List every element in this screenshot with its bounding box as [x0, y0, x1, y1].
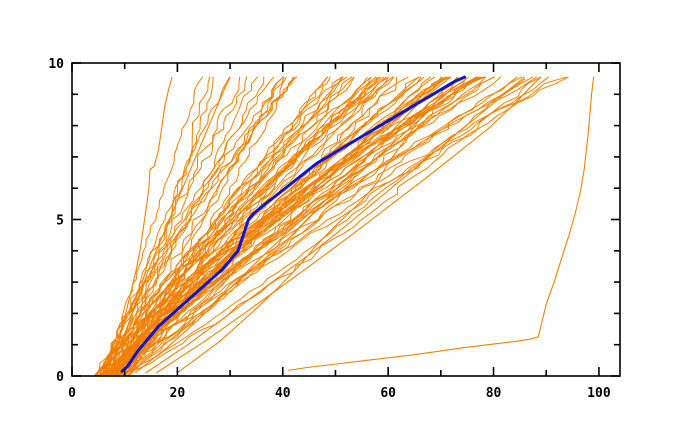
ensemble-curve	[111, 76, 542, 376]
ensemble-outlier-curve	[124, 76, 447, 374]
ensemble-curve	[105, 76, 294, 376]
svg-text:60: 60	[380, 386, 396, 401]
svg-text:10: 10	[48, 57, 64, 72]
highlight-model-curve	[120, 75, 467, 373]
ensemble-curve	[112, 76, 376, 376]
ensemble-outlier-curve	[103, 76, 173, 375]
ensemble-outlier-curve	[287, 77, 595, 371]
ensemble-outlier-curve	[156, 76, 542, 374]
svg-text:20: 20	[170, 386, 186, 401]
svg-text:100: 100	[587, 386, 611, 401]
ensemble-curve	[117, 76, 368, 376]
highlight-curve	[120, 75, 467, 373]
axis-ticks	[71, 62, 620, 377]
svg-text:0: 0	[56, 370, 64, 385]
svg-text:5: 5	[56, 214, 64, 229]
ensemble-curve	[103, 76, 442, 376]
ensemble-curve	[106, 76, 355, 376]
ensemble-curve	[114, 76, 231, 376]
ensemble-curve	[105, 76, 420, 376]
svg-text:40: 40	[275, 386, 291, 401]
ensemble-curve	[98, 76, 385, 376]
ensemble-curve	[99, 76, 259, 376]
ensemble-outlier-curve	[177, 81, 463, 374]
ensemble-curve	[93, 76, 241, 376]
ensemble-curve	[128, 76, 569, 376]
ensemble-curve	[121, 76, 447, 376]
ensemble-curve	[99, 76, 467, 376]
svg-text:0: 0	[68, 386, 76, 401]
ensemble-curve	[107, 76, 480, 376]
ensemble-curve	[109, 76, 328, 376]
axis-tick-labels: 0 20 40 60 80 100 0 5 10	[48, 57, 610, 401]
ensemble-curve	[127, 76, 458, 376]
svg-text:80: 80	[486, 386, 502, 401]
ensemble-curve	[101, 76, 248, 376]
ensemble-outlier-curve	[134, 76, 484, 374]
ensemble-curve	[107, 76, 285, 376]
ensemble-curve	[102, 76, 275, 376]
ensemble-curve	[114, 76, 444, 376]
ensemble-curve	[104, 76, 204, 376]
ensemble-outlier-curve	[108, 76, 231, 374]
ensemble-outlier-curve	[145, 78, 526, 374]
